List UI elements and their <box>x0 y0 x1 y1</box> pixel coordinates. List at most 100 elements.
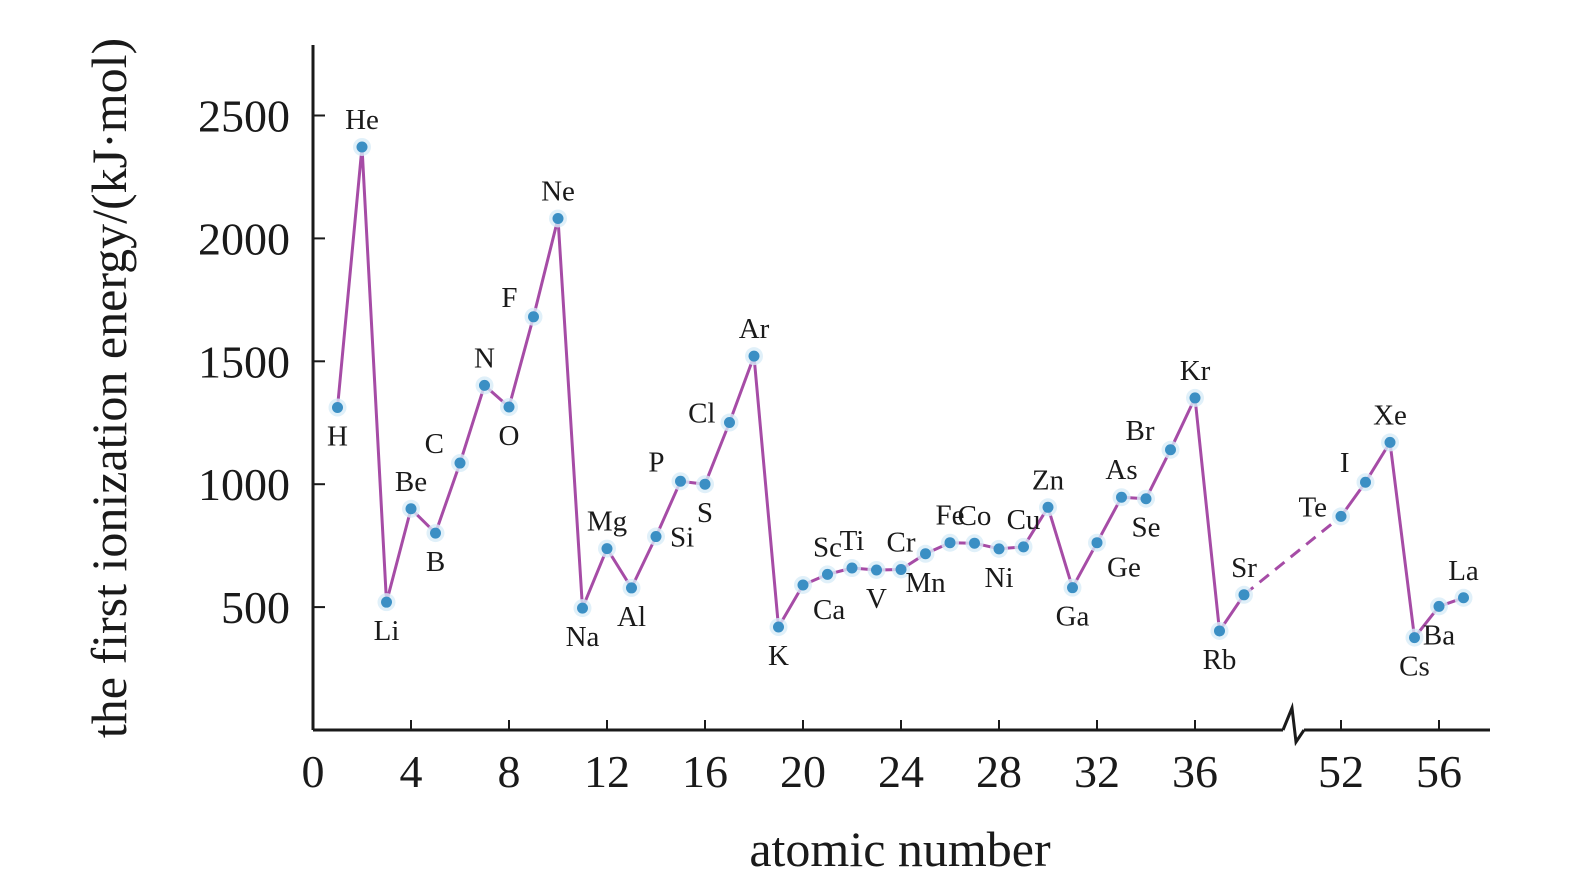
data-point <box>1165 444 1176 456</box>
data-point <box>1360 476 1371 488</box>
data-point <box>675 475 686 487</box>
data-point <box>650 531 662 543</box>
data-point-label: Co <box>958 500 992 532</box>
data-point <box>1458 592 1469 604</box>
x-tick-label: 24 <box>878 746 924 797</box>
data-point-label: Si <box>670 522 694 554</box>
data-point-label: B <box>426 546 445 578</box>
data-point-label: H <box>327 421 348 453</box>
data-point <box>969 537 980 549</box>
x-axis-break-mark <box>1281 702 1306 747</box>
data-point <box>1409 632 1420 644</box>
y-tick-label: 1500 <box>198 336 290 387</box>
data-point <box>1067 582 1078 594</box>
data-point <box>724 417 735 429</box>
data-point <box>405 503 417 515</box>
data-point <box>528 311 539 323</box>
y-tick-group: 500 1000 1500 2000 2500 <box>198 91 325 633</box>
x-axis-title: atomic number <box>749 821 1051 877</box>
data-point <box>1384 436 1396 448</box>
data-point <box>1042 501 1054 513</box>
data-point-label: Rb <box>1203 644 1237 676</box>
data-point-label: Be <box>395 466 427 498</box>
data-point-label: I <box>1340 447 1350 479</box>
data-point-label: Cs <box>1399 651 1430 683</box>
x-tick-label: 0 <box>302 746 325 797</box>
data-point <box>626 582 637 594</box>
data-point-label: O <box>499 420 520 452</box>
data-point-label: Ne <box>541 175 575 207</box>
data-point-label: He <box>345 104 379 136</box>
x-tick-label: 32 <box>1074 746 1120 797</box>
data-point <box>332 402 343 414</box>
data-point-label: V <box>866 583 887 615</box>
y-tick-label: 2000 <box>198 213 290 264</box>
data-point-label: Ar <box>739 313 770 345</box>
data-point-label: Cu <box>1007 504 1041 536</box>
data-point <box>895 563 907 575</box>
data-point-label: Kr <box>1180 355 1211 387</box>
data-point-label: Sc <box>813 531 842 563</box>
data-point <box>944 537 956 549</box>
data-point-label: La <box>1448 555 1479 587</box>
data-point-label: Mg <box>587 506 627 538</box>
data-point <box>822 568 833 580</box>
x-tick-label: 28 <box>976 746 1022 797</box>
data-point-label: Cr <box>887 526 916 558</box>
data-point <box>1238 589 1250 601</box>
data-point <box>797 579 809 591</box>
data-point <box>454 457 466 469</box>
y-tick-label: 2500 <box>198 91 290 142</box>
data-point-label: As <box>1105 454 1137 486</box>
data-point <box>1140 493 1152 505</box>
data-point-label: C <box>425 428 444 460</box>
data-point <box>430 527 441 539</box>
y-tick-label: 500 <box>221 582 290 633</box>
x-tick-label: 8 <box>498 746 521 797</box>
y-axis-title: the first ionization energy/(kJ·mol) <box>81 38 137 738</box>
data-point <box>1018 541 1029 553</box>
data-point-label: K <box>768 640 789 672</box>
data-point <box>577 602 588 614</box>
x-tick-label: 52 <box>1318 746 1364 797</box>
x-tick-label: 56 <box>1416 746 1462 797</box>
x-tick-label: 16 <box>682 746 728 797</box>
data-point-label: F <box>501 282 517 314</box>
data-point <box>920 548 931 560</box>
data-point <box>748 350 760 362</box>
data-point-label: Ti <box>840 525 865 557</box>
data-point-label: S <box>697 497 713 529</box>
data-point-label: Zn <box>1032 464 1065 496</box>
data-point-label: N <box>474 342 495 374</box>
data-point <box>871 564 882 576</box>
data-point-label: Ca <box>813 594 845 626</box>
data-point <box>1214 625 1225 637</box>
data-point <box>1189 392 1201 404</box>
data-point <box>993 543 1005 555</box>
data-point-label: Ga <box>1056 601 1090 633</box>
data-point <box>846 562 858 574</box>
data-point <box>601 543 613 555</box>
x-tick-label: 12 <box>584 746 630 797</box>
y-tick-label: 1000 <box>198 459 290 510</box>
data-point <box>1091 537 1103 549</box>
data-point <box>356 141 368 153</box>
data-point-label: Ba <box>1423 619 1455 651</box>
x-tick-label: 4 <box>400 746 423 797</box>
data-point-label: Ni <box>985 562 1014 594</box>
x-tick-group: 0 4 8 12 16 20 24 28 32 36 52 56 <box>302 720 1462 797</box>
points-group <box>328 137 1473 647</box>
data-point <box>503 401 515 413</box>
x-tick-label: 20 <box>780 746 826 797</box>
data-point-label: Li <box>374 615 400 647</box>
data-point-label: Te <box>1298 491 1327 523</box>
data-point <box>699 478 711 490</box>
data-point <box>1433 600 1445 612</box>
data-point <box>479 379 490 391</box>
data-point-label: Xe <box>1373 399 1407 431</box>
series-line-gap <box>1243 515 1342 596</box>
data-point-label: Br <box>1126 415 1155 447</box>
data-point-label: Sr <box>1231 552 1257 584</box>
